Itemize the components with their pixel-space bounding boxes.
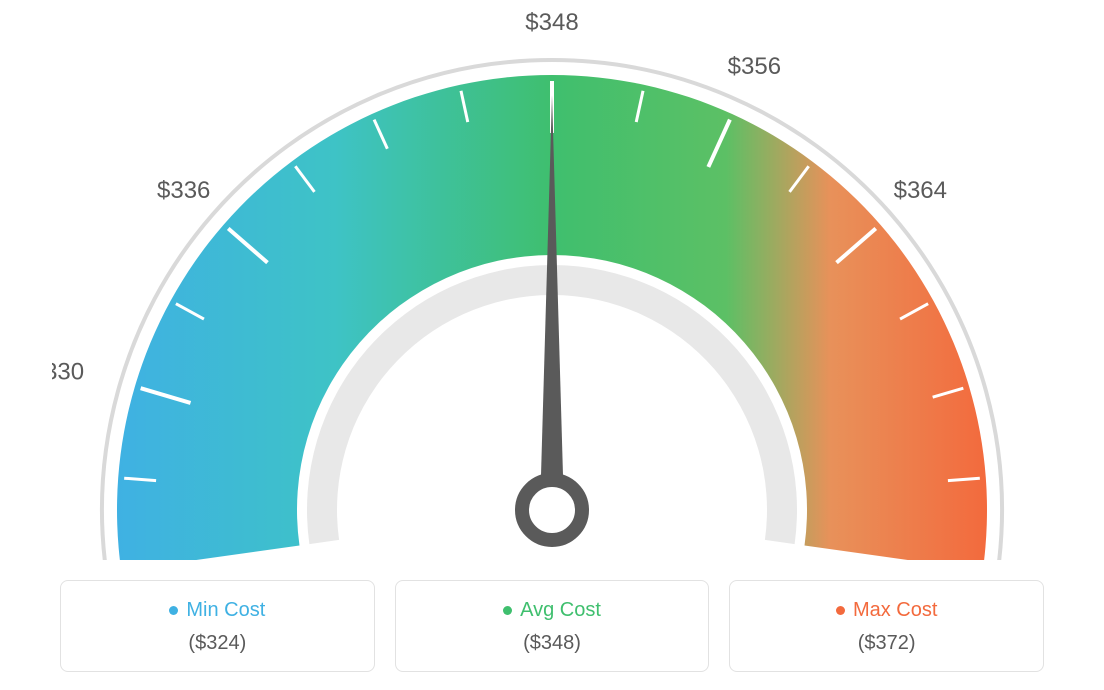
legend-value-max: ($372) — [740, 632, 1033, 655]
svg-text:$348: $348 — [525, 9, 578, 36]
svg-text:$356: $356 — [728, 53, 781, 80]
legend-title-min: Min Cost — [169, 599, 265, 622]
legend-dot-avg — [503, 606, 512, 615]
legend-card-max: Max Cost ($372) — [729, 580, 1044, 672]
legend-title-max: Max Cost — [836, 599, 937, 622]
svg-text:$336: $336 — [157, 177, 210, 204]
legend-title-avg: Avg Cost — [503, 599, 601, 622]
legend-label-min: Min Cost — [186, 599, 265, 622]
svg-text:$330: $330 — [52, 358, 84, 385]
gauge-svg: $324$330$336$348$356$364$372 — [52, 0, 1052, 560]
legend-value-avg: ($348) — [406, 632, 699, 655]
legend-label-max: Max Cost — [853, 599, 937, 622]
legend-value-min: ($324) — [71, 632, 364, 655]
legend-label-avg: Avg Cost — [520, 599, 601, 622]
legend-card-avg: Avg Cost ($348) — [395, 580, 710, 672]
cost-gauge: $324$330$336$348$356$364$372 — [52, 0, 1052, 560]
legend-card-min: Min Cost ($324) — [60, 580, 375, 672]
legend-dot-min — [169, 606, 178, 615]
svg-text:$364: $364 — [894, 177, 947, 204]
legend-row: Min Cost ($324) Avg Cost ($348) Max Cost… — [60, 580, 1044, 672]
legend-dot-max — [836, 606, 845, 615]
